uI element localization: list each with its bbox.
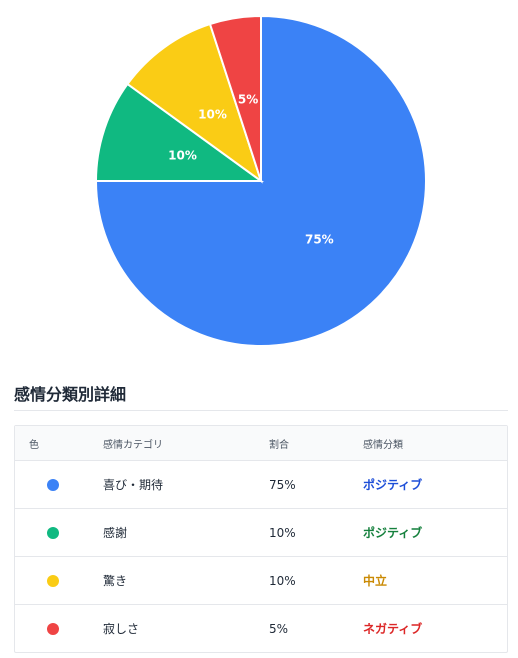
- pie-slice: [94, 82, 265, 182]
- category-cell: 寂しさ: [103, 622, 140, 636]
- header-ratio: 割合: [269, 439, 289, 451]
- color-dot: [47, 575, 59, 587]
- ratio-cell: 10%: [269, 525, 296, 540]
- category-cell: 驚き: [103, 574, 128, 588]
- ratio-cell: 5%: [269, 621, 289, 636]
- header-category: 感情カテゴリ: [103, 439, 163, 451]
- ratio-cell: 10%: [269, 573, 296, 588]
- pie-slice: [94, 14, 427, 347]
- section-divider: [14, 410, 508, 411]
- pie-slice: [208, 14, 262, 182]
- table-row: 喜び・期待 75% ポジティブ: [15, 461, 507, 509]
- color-dot: [47, 479, 59, 491]
- emotion-table: 色 感情カテゴリ 割合 感情分類 喜び・期待 75% ポジティブ 感謝 10% …: [14, 425, 508, 653]
- table-header-row: 色 感情カテゴリ 割合 感情分類: [15, 426, 507, 461]
- classification-cell: ネガティブ: [363, 622, 423, 636]
- color-dot: [47, 623, 59, 635]
- classification-cell: 中立: [363, 574, 388, 588]
- table-row: 感謝 10% ポジティブ: [15, 509, 507, 557]
- ratio-cell: 75%: [269, 477, 296, 492]
- classification-cell: ポジティブ: [363, 478, 423, 492]
- pie-slice-label: 10%: [198, 107, 227, 121]
- header-color: 色: [29, 439, 39, 451]
- classification-cell: ポジティブ: [363, 526, 423, 540]
- table-row: 驚き 10% 中立: [15, 557, 507, 605]
- color-dot: [47, 527, 59, 539]
- pie-slice: [126, 22, 263, 184]
- pie-slice-label: 75%: [305, 232, 334, 246]
- pie-slice-label: 10%: [168, 149, 197, 163]
- header-classification: 感情分類: [363, 439, 403, 451]
- pie-chart-svg: 75% 10% 10% 5%: [94, 14, 427, 347]
- category-cell: 喜び・期待: [103, 478, 164, 492]
- category-cell: 感謝: [103, 526, 128, 540]
- pie-chart: 75% 10% 10% 5%: [94, 14, 427, 347]
- table-row: 寂しさ 5% ネガティブ: [15, 605, 507, 652]
- section-title: 感情分類別詳細: [14, 385, 127, 404]
- pie-slice-label: 5%: [238, 93, 258, 107]
